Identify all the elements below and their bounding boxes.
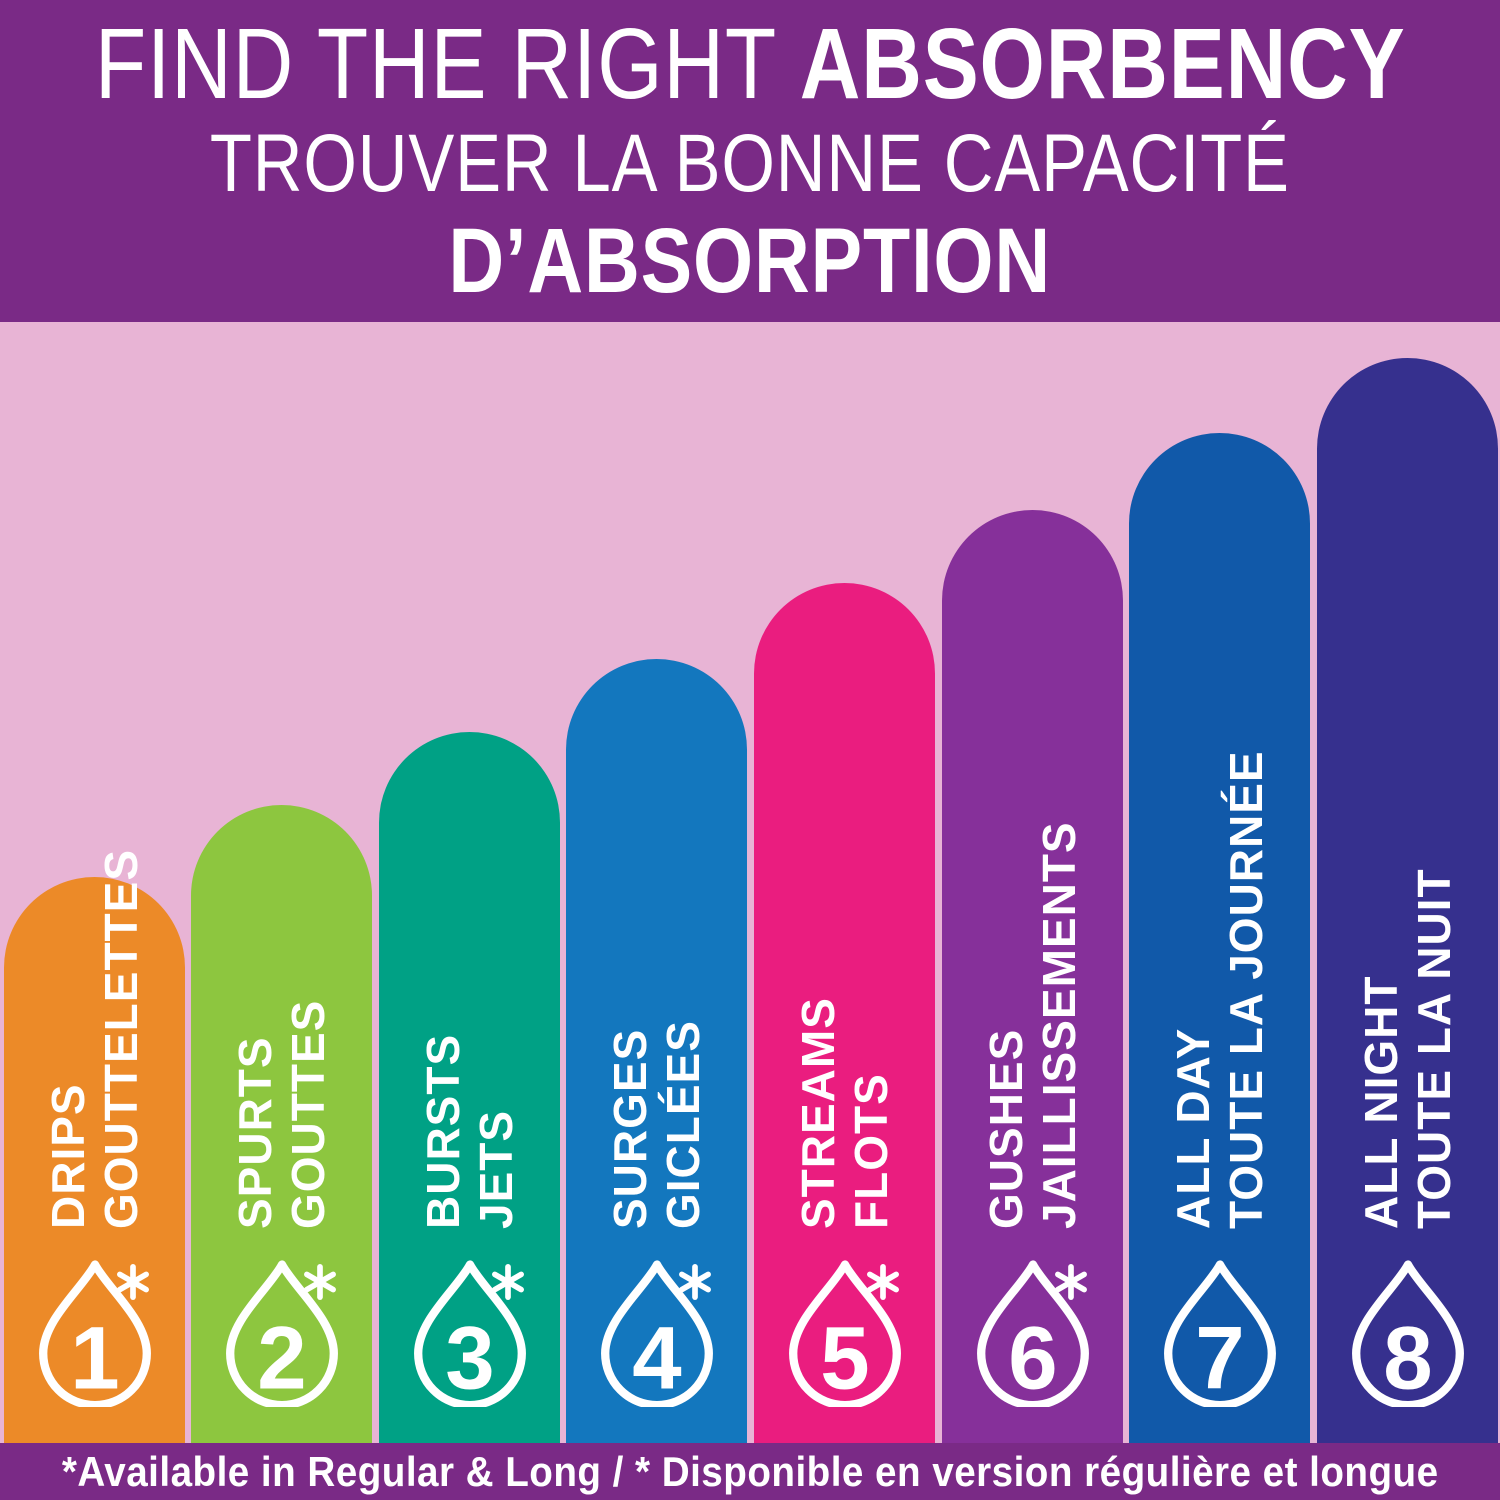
- droplet-icon: 7: [1163, 1260, 1276, 1408]
- droplet-icon: 1: [38, 1260, 151, 1408]
- bar-label-en: STREAMS: [791, 997, 844, 1229]
- bar-label: STREAMS FLOTS: [792, 997, 898, 1229]
- bar-label-en: GUSHES: [979, 1028, 1032, 1229]
- bar-label-en: DRIPS: [41, 1083, 94, 1229]
- bar-label: ALL NIGHT TOUTE LA NUIT: [1355, 868, 1461, 1229]
- page-title-fr-line1: TROUVER LA BONNE CAPACITÉ: [210, 118, 1290, 209]
- bar-label: DRIPS GOUTTELETTES: [42, 849, 148, 1229]
- header: FIND THE RIGHT ABSORBENCY TROUVER LA BON…: [0, 0, 1500, 322]
- page-title-en: FIND THE RIGHT ABSORBENCY: [95, 11, 1406, 117]
- bar-label-fr: TOUTE LA NUIT: [1407, 868, 1460, 1229]
- asterisk-icon: [303, 1264, 336, 1300]
- page-title-en-bold: ABSORBENCY: [799, 8, 1406, 120]
- bar-level-5: STREAMS FLOTS 5: [754, 583, 935, 1443]
- bar-label-en: SPURTS: [228, 1036, 281, 1229]
- bar-label-fr: GICLÉES: [656, 1020, 709, 1229]
- footer: *Available in Regular & Long / * Disponi…: [0, 1443, 1500, 1500]
- asterisk-icon: [116, 1264, 149, 1300]
- bar-level-2: SPURTS GOUTTES 2: [191, 805, 372, 1443]
- bar-label: GUSHES JAILLISSEMENTS: [980, 821, 1086, 1229]
- bar-label-fr: TOUTE LA JOURNÉE: [1219, 750, 1272, 1229]
- bar-label-en: ALL NIGHT: [1354, 975, 1407, 1229]
- droplet-icon: 6: [976, 1260, 1089, 1408]
- page-title-fr-line2: D’ABSORPTION: [448, 210, 1052, 312]
- level-number: 2: [257, 1309, 306, 1408]
- asterisk-icon: [866, 1264, 899, 1300]
- level-number: 5: [820, 1309, 869, 1408]
- droplet-icon: 5: [788, 1260, 901, 1408]
- bar-level-1: DRIPS GOUTTELETTES 1: [4, 849, 185, 1443]
- bar-label-en: SURGES: [603, 1028, 656, 1229]
- level-number: 3: [445, 1309, 494, 1408]
- bar-label-fr: JAILLISSEMENTS: [1032, 821, 1085, 1229]
- bar-label-fr: JETS: [469, 1109, 522, 1229]
- droplet-icon: 2: [225, 1260, 338, 1408]
- page-title-en-regular: FIND THE RIGHT: [94, 8, 800, 120]
- bar-label-en: ALL DAY: [1166, 1027, 1219, 1229]
- level-number: 4: [632, 1309, 681, 1408]
- bar-label-fr: FLOTS: [844, 1073, 897, 1229]
- availability-note: *Available in Regular & Long / * Disponi…: [61, 1447, 1439, 1495]
- droplet-icon: 4: [600, 1260, 713, 1408]
- droplet-icon: 3: [413, 1260, 526, 1408]
- bar-label-en: BURSTS: [416, 1033, 469, 1229]
- bar-level-4: SURGES GICLÉES 4: [566, 659, 747, 1443]
- bar-level-7: ALL DAY TOUTE LA JOURNÉE 7: [1129, 433, 1310, 1443]
- level-number: 8: [1383, 1309, 1432, 1408]
- bar-label-fr: GOUTTES: [281, 999, 334, 1229]
- bar-label: ALL DAY TOUTE LA JOURNÉE: [1167, 750, 1273, 1229]
- asterisk-icon: [678, 1264, 711, 1300]
- level-number: 7: [1195, 1309, 1244, 1408]
- bar-level-8: ALL NIGHT TOUTE LA NUIT 8: [1317, 358, 1498, 1443]
- asterisk-icon: [1054, 1264, 1087, 1300]
- bar-label-fr: GOUTTELETTES: [94, 849, 147, 1229]
- level-number: 6: [1008, 1309, 1057, 1408]
- bar-label: BURSTS JETS: [417, 1034, 523, 1229]
- bar-label: SPURTS GOUTTES: [229, 1000, 335, 1229]
- bar-level-3: BURSTS JETS 3: [379, 732, 560, 1443]
- level-number: 1: [70, 1309, 119, 1408]
- bar-level-6: GUSHES JAILLISSEMENTS 6: [942, 510, 1123, 1443]
- droplet-icon: 8: [1351, 1260, 1464, 1408]
- bar-label: SURGES GICLÉES: [604, 1020, 710, 1229]
- asterisk-icon: [491, 1264, 524, 1300]
